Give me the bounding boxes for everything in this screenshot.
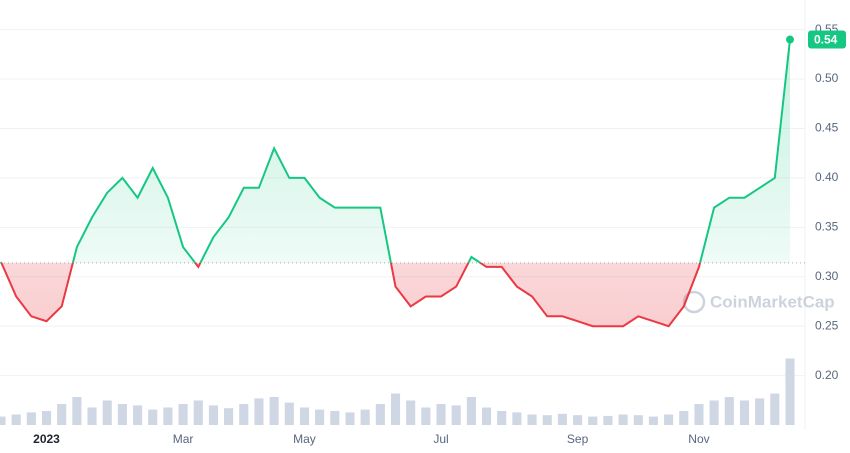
y-tick-label: 0.50 <box>815 71 839 85</box>
price-tag <box>808 30 846 49</box>
volume-bar <box>633 415 643 425</box>
volume-bar <box>133 405 143 425</box>
volume-bar <box>512 412 522 425</box>
volume-bar <box>390 393 401 425</box>
volume-bar <box>694 404 704 425</box>
watermark: CoinMarketCap <box>682 290 835 314</box>
volume-bar <box>406 400 416 425</box>
x-tick-label: Sep <box>567 432 589 446</box>
volume-bar <box>254 398 264 425</box>
y-tick-label: 0.25 <box>815 318 839 332</box>
volume-bar <box>542 415 552 425</box>
volume-bar <box>102 400 112 425</box>
volume-bar <box>588 416 598 425</box>
volume-bar <box>72 397 82 425</box>
volume-bar <box>87 407 97 425</box>
volume-bar <box>648 416 658 425</box>
volume-bar <box>0 416 6 425</box>
x-tick-label: Jul <box>433 432 448 446</box>
volume-bar <box>481 407 492 425</box>
volume-bar <box>573 415 583 425</box>
volume-bar <box>421 407 431 425</box>
volume-bar <box>11 414 21 425</box>
price-line-up <box>0 39 791 263</box>
volume-bar <box>284 402 294 425</box>
volume-bar <box>178 404 188 425</box>
volume-bar <box>239 404 249 425</box>
volume-bar <box>299 407 310 425</box>
volume-bar <box>208 405 218 425</box>
volume-bar <box>451 405 461 425</box>
y-tick-label: 0.35 <box>815 219 839 233</box>
volume-bar <box>163 407 173 425</box>
volume-bar <box>603 415 613 425</box>
x-tick-label: Mar <box>173 432 194 446</box>
area-down <box>1 262 790 327</box>
x-tick-label: May <box>293 432 316 446</box>
x-tick-label: 2023 <box>33 432 60 446</box>
watermark-text: CoinMarketCap <box>710 292 835 311</box>
volume-bar <box>345 412 355 425</box>
x-tick-label: Nov <box>688 432 709 446</box>
last-point <box>786 35 794 44</box>
volume-bar <box>26 412 36 425</box>
volume-bar <box>785 358 795 425</box>
volume-bar <box>193 400 203 425</box>
volume-bar <box>360 409 370 425</box>
volume-bar <box>466 397 476 425</box>
volume-bar <box>664 414 674 425</box>
volume-bar <box>497 411 507 425</box>
volume-bar <box>724 397 734 425</box>
volume-bar <box>57 404 67 425</box>
volume-bar <box>557 413 567 425</box>
y-tick-label: 0.45 <box>815 121 839 135</box>
volume-bar <box>41 411 52 425</box>
volume-bar <box>618 414 628 425</box>
volume-bar <box>269 397 279 425</box>
volume-bar <box>436 404 446 425</box>
volume-bar <box>148 409 158 425</box>
price-line-down <box>0 262 702 328</box>
volume-bar <box>739 400 750 425</box>
volume-bar <box>527 414 537 425</box>
volume-bar <box>375 404 385 425</box>
volume-bar <box>330 411 340 425</box>
volume-bar <box>224 408 234 425</box>
volume-bar <box>709 400 719 425</box>
volume-bar <box>770 393 780 425</box>
volume-bar <box>315 409 325 425</box>
volume-bar <box>755 398 765 425</box>
volume-bar <box>679 411 689 425</box>
y-tick-label: 0.40 <box>815 170 839 184</box>
volume-bar <box>117 404 127 425</box>
price-tag-label: 0.54 <box>814 33 838 47</box>
area-up <box>1 39 790 263</box>
y-tick-label: 0.20 <box>815 368 839 382</box>
y-tick-label: 0.30 <box>815 269 839 283</box>
